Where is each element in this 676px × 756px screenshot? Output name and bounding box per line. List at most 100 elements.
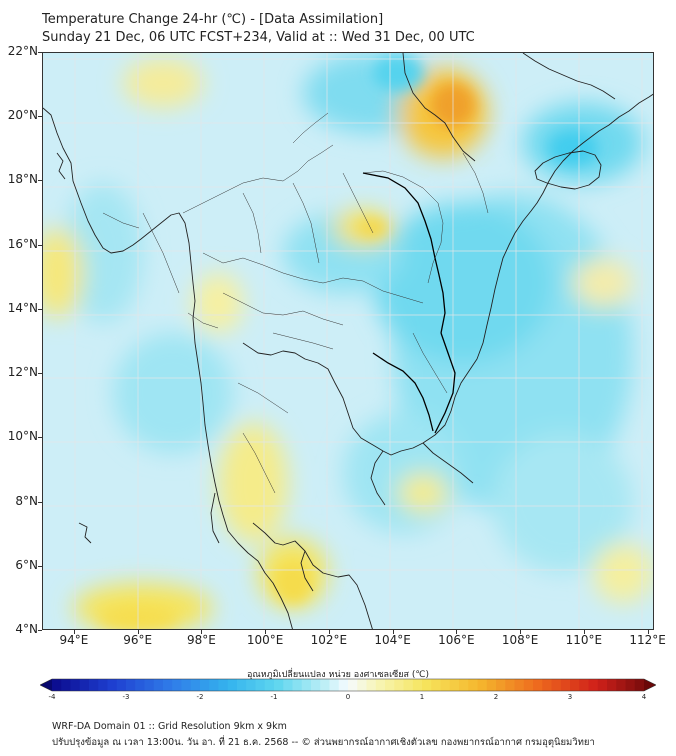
lat-tick: [38, 373, 42, 375]
lat-label: 10°N: [7, 429, 38, 444]
colorbar-tick-label: -2: [196, 693, 204, 701]
map-canvas: [43, 53, 653, 629]
colorbar-segment: [301, 679, 312, 691]
admin-borders: [102, 112, 489, 494]
lat-label: 12°N: [7, 365, 38, 380]
colorbar: [40, 678, 656, 692]
colorbar-segment: [79, 679, 90, 691]
lon-label: 106°E: [438, 633, 475, 647]
lat-tick: [38, 244, 42, 246]
lon-label: 104°E: [374, 633, 411, 647]
temperature-field: [43, 53, 653, 629]
lon-label: 102°E: [310, 633, 348, 647]
colorbar-segment: [274, 679, 284, 691]
lat-label: 18°N: [7, 172, 38, 187]
colorbar-segment: [634, 679, 645, 691]
colorbar-segment: [477, 679, 488, 691]
lat-tick: [38, 116, 42, 118]
graticule: [43, 53, 653, 629]
colorbar-segment: [61, 679, 71, 691]
colorbar-segment: [52, 679, 62, 691]
colorbar-segment: [440, 679, 451, 691]
colorbar-segment: [459, 679, 469, 691]
colorbar-segment: [486, 679, 497, 691]
lon-label: 110°E: [565, 633, 603, 647]
colorbar-segment: [505, 679, 515, 691]
colorbar-segment: [375, 679, 386, 691]
lon-label: 94°E: [59, 633, 89, 647]
colorbar-segment: [190, 679, 201, 691]
colorbar-tick-label: -3: [122, 693, 130, 701]
colorbar-segment: [588, 679, 599, 691]
lat-tick: [38, 308, 42, 310]
colorbar-segment: [607, 679, 617, 691]
colorbar-segment: [394, 679, 404, 691]
colorbar-segment: [311, 679, 321, 691]
colorbar-segment: [449, 679, 460, 691]
colorbar-segment: [514, 679, 525, 691]
lat-tick: [38, 630, 42, 631]
colorbar-segment: [172, 679, 182, 691]
lat-tick: [38, 180, 42, 182]
colorbar-segment: [200, 679, 210, 691]
lat-label: 14°N: [7, 300, 38, 315]
colorbar-segment: [153, 679, 164, 691]
map-title: Temperature Change 24-hr (℃) - [Data Ass…: [42, 12, 384, 27]
colorbar-tick-label: 0: [345, 693, 351, 701]
lon-tick: [265, 630, 267, 634]
lon-label: 96°E: [123, 633, 153, 647]
lon-label: 100°E: [246, 633, 284, 647]
map-subtitle: Sunday 21 Dec, 06 UTC FCST+234, Valid at…: [42, 30, 475, 45]
lat-label: 4°N: [15, 622, 38, 636]
credit-line: ปรับปรุงข้อมูล ณ เวลา 13:00น. วัน อา. ที…: [52, 737, 595, 748]
colorbar-segment: [523, 679, 534, 691]
colorbar-label: อุณหภูมิเปลี่ยนแปลง หน่วย องศาเซลเซียส (…: [246, 670, 430, 680]
colorbar-segment: [116, 679, 127, 691]
colorbar-max-arrow: [644, 679, 656, 691]
colorbar-segment: [89, 679, 99, 691]
lon-tick: [201, 630, 203, 634]
colorbar-min-arrow: [40, 679, 52, 691]
lat-tick: [38, 565, 42, 567]
colorbar-segment: [533, 679, 543, 691]
colorbar-tick-label: 4: [641, 693, 647, 701]
lon-label: 98°E: [186, 633, 216, 647]
lat-label: 6°N: [15, 557, 38, 572]
lon-label: 108°E: [501, 633, 539, 647]
colorbar-segment: [496, 679, 506, 691]
colorbar-outline: [40, 678, 656, 692]
colorbar-segment: [625, 679, 636, 691]
colorbar-segment: [126, 679, 136, 691]
lon-tick: [392, 630, 394, 634]
lat-label: 16°N: [7, 236, 38, 251]
colorbar-segment: [227, 679, 238, 691]
colorbar-tick-label: -1: [270, 693, 278, 701]
colorbar-tick-label: 3: [567, 693, 573, 701]
lat-tick: [38, 501, 42, 503]
colorbar-segment: [357, 679, 367, 691]
colorbar-segment: [181, 679, 192, 691]
colorbar-segment: [320, 679, 330, 691]
colorbar-segment: [246, 679, 256, 691]
colorbar-segment: [209, 679, 219, 691]
colorbar-segment: [422, 679, 432, 691]
colorbar-segment: [385, 679, 395, 691]
colorbar-segment: [135, 679, 145, 691]
colorbar-tick-label: -4: [48, 693, 56, 701]
colorbar-segment: [144, 679, 155, 691]
lat-tick: [38, 52, 42, 53]
colorbar-segment: [237, 679, 247, 691]
lon-label: 112°E: [629, 633, 666, 647]
colorbar-tick-label: 1: [419, 693, 425, 701]
lon-tick: [73, 630, 75, 634]
colorbar-segment: [431, 679, 441, 691]
colorbar-segment: [70, 679, 81, 691]
lon-tick: [328, 630, 330, 634]
lat-label: 20°N: [7, 108, 38, 123]
colorbar-segment: [570, 679, 580, 691]
colorbar-segment: [107, 679, 118, 691]
lon-tick: [583, 630, 585, 634]
colorbar-segment: [542, 679, 552, 691]
lat-label: 22°N: [7, 44, 38, 58]
colorbar-segment: [283, 679, 293, 691]
